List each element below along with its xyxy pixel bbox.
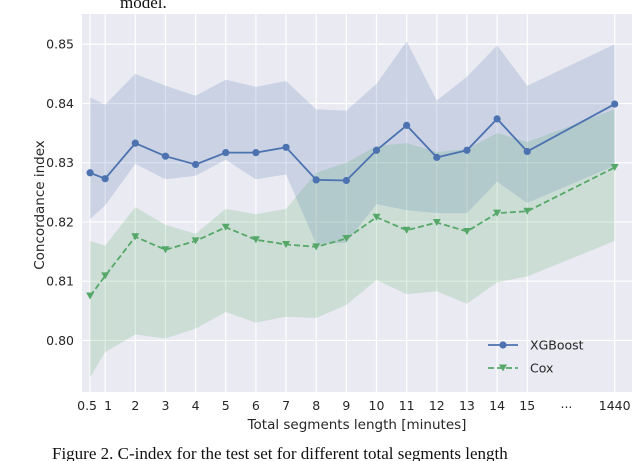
x-tick-label: 6 [252,398,260,413]
y-tick-label: 0.80 [46,333,74,348]
legend-label: Cox [530,361,553,376]
marker [493,209,502,217]
x-tick-label: 14 [489,398,505,413]
x-tick-label: 7 [282,398,290,413]
marker [493,115,501,123]
x-tick-label: 1 [104,398,112,413]
marker [251,236,260,244]
x-tick-label: 1440 [599,398,631,413]
marker [101,272,110,280]
marker [610,163,619,171]
legend-marker [499,364,507,372]
x-break-label: ... [560,396,572,411]
x-tick-label: 2 [131,398,139,413]
caption: Figure 2. C-index for the test set for d… [52,444,508,461]
marker [222,149,230,157]
marker [131,233,140,241]
marker [101,175,109,183]
marker [161,246,170,254]
marker [86,169,94,177]
marker [312,243,321,251]
marker [432,219,441,227]
marker [282,240,291,248]
y-tick-label: 0.83 [46,155,74,170]
marker [131,139,139,147]
marker [403,121,411,129]
marker [342,235,351,243]
marker [191,237,200,245]
marker [372,213,381,221]
y-tick-label: 0.84 [46,96,74,111]
x-tick-label: 5 [222,398,230,413]
marker [192,160,200,169]
marker [462,227,471,235]
marker [252,149,260,157]
marker [523,147,531,156]
marker [86,292,95,300]
marker [523,207,532,215]
x-tick-label: 15 [519,398,535,413]
x-tick-label: 10 [369,398,385,413]
x-tick-label: 12 [429,398,445,413]
x-tick-label: 4 [192,398,200,413]
top-text: model. [120,0,167,12]
x-tick-label: 13 [459,398,475,413]
marker [372,146,381,154]
confidence-band [90,109,615,378]
marker [282,143,290,151]
confidence-band [90,41,615,244]
marker [342,176,350,185]
marker [221,223,230,231]
legend-marker [499,341,507,349]
y-axis-label: Concordance index [32,140,48,270]
marker [402,226,411,234]
x-tick-label: 0.5 [77,398,97,413]
x-tick-label: 9 [342,398,350,413]
x-tick-label: 8 [312,398,320,413]
x-axis-label: Total segments length [minutes] [247,417,467,433]
y-tick-label: 0.85 [46,37,74,52]
x-tick-label: 11 [399,398,415,413]
y-tick-label: 0.82 [46,214,74,229]
plot-background [82,14,632,392]
marker [161,152,170,160]
marker [611,100,619,108]
legend-label: XGBoost [530,338,584,353]
marker [433,153,441,161]
marker [463,146,471,154]
y-tick-label: 0.81 [46,274,74,289]
x-tick-label: 3 [161,398,169,413]
marker [312,176,320,184]
